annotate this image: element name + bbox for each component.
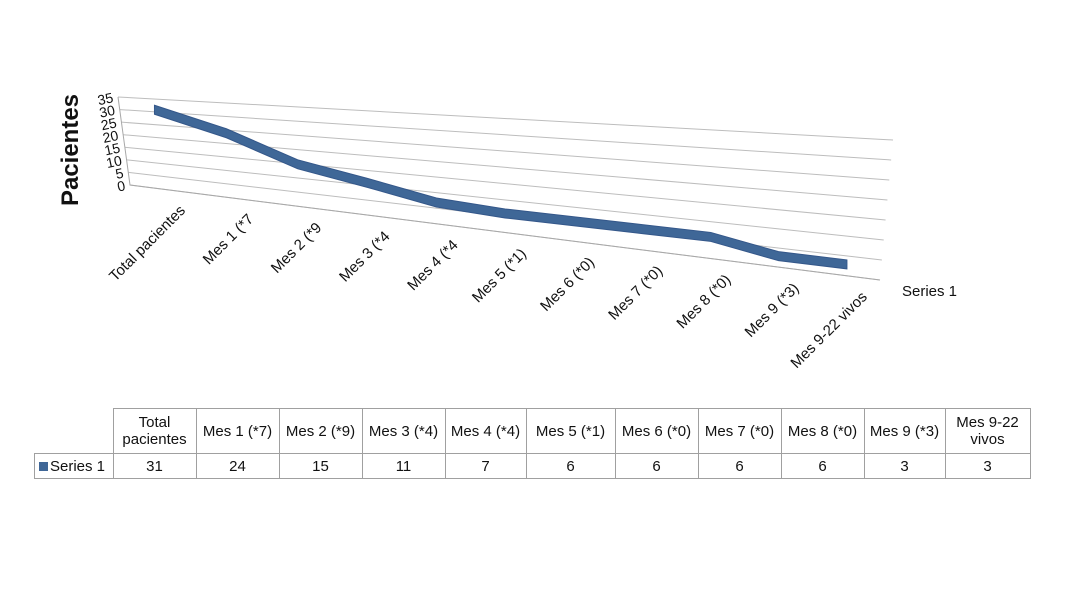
gridline — [124, 146, 886, 221]
table-header-cell: Mes 9-22 vivos — [944, 408, 1031, 454]
gridline — [126, 159, 884, 241]
gridline — [123, 134, 888, 201]
table-header-cell: Mes 7 (*0) — [697, 408, 782, 454]
data-point — [846, 263, 848, 265]
table-header-cell: Mes 6 (*0) — [614, 408, 699, 454]
series-name: Series 1 — [50, 457, 106, 475]
data-point — [504, 212, 506, 214]
data-point — [297, 163, 299, 165]
table-value-cell: 6 — [697, 453, 782, 479]
table-header-cell: Mes 8 (*0) — [780, 408, 865, 454]
x-tick-label: Mes 1 (*7 — [200, 211, 257, 268]
header-text: Mes 8 (*0) — [787, 422, 858, 440]
table-value-cell: 24 — [195, 453, 280, 479]
table-value-cell: 6 — [614, 453, 699, 479]
data-point — [778, 255, 780, 257]
x-tick-label: Mes 3 (*4 — [336, 228, 393, 285]
gridline — [121, 121, 890, 181]
header-text: pacientes — [122, 431, 187, 448]
data-point — [225, 132, 227, 134]
x-tick-labels: Total pacientes Mes 1 (*7 Mes 2 (*9 Mes 3 (… — [106, 202, 871, 372]
series-line — [153, 104, 848, 270]
header-text: Mes 5 (*1) — [535, 422, 606, 440]
table-value-cell: 6 — [780, 453, 865, 479]
header-text: Mes 9-22 — [956, 414, 1019, 431]
table-value-cell: 3 — [944, 453, 1031, 479]
table-header-cell: Total pacientes — [112, 408, 197, 454]
header-text: Mes 2 (*9) — [285, 422, 356, 440]
series-layer — [153, 104, 848, 270]
x-tick-label: Total pacientes — [106, 202, 189, 285]
table-value-cell: 11 — [361, 453, 446, 479]
x-tick-label: Mes 4 (*4 — [404, 237, 461, 294]
data-point — [573, 220, 575, 222]
y-tick-label: 5 — [114, 165, 125, 182]
table-header-cell: Mes 2 (*9) — [278, 408, 363, 454]
y-tick-label: 15 — [103, 140, 122, 159]
y-tick-label: 0 — [116, 177, 127, 194]
header-text: vivos — [970, 431, 1005, 448]
x-tick-label: Mes 9 (*3) — [742, 280, 803, 341]
header-text: Total — [138, 414, 171, 431]
table-value-cell: 6 — [525, 453, 616, 479]
table-row: Series 1 31 24 15 11 7 6 6 6 6 3 3 — [34, 453, 1031, 479]
table-header-cell: Mes 5 (*1) — [525, 408, 616, 454]
x-tick-label: Mes 6 (*0) — [537, 254, 598, 315]
series-label-cell: Series 1 — [34, 453, 114, 479]
y-tick-label: 30 — [98, 102, 117, 121]
x-tick-label: Mes 8 (*0) — [673, 271, 734, 332]
y-tick-label: 35 — [96, 89, 115, 108]
data-point — [366, 181, 368, 183]
x-tick-label: Mes 7 (*0) — [605, 263, 666, 324]
header-text: Mes 7 (*0) — [704, 422, 775, 440]
gridline — [117, 96, 894, 141]
x-tick-label: Mes 2 (*9 — [268, 219, 325, 276]
legend-swatch — [39, 461, 48, 471]
table-header-cell: Mes 9 (*3) — [863, 408, 946, 454]
table-header-row: Total pacientes Mes 1 (*7) Mes 2 (*9) Mes 3 … — [34, 408, 1031, 454]
data-table: Total pacientes Mes 1 (*7) Mes 2 (*9) Mes 3 … — [34, 408, 1031, 479]
table-header-cell: Mes 3 (*4) — [361, 408, 446, 454]
table-header-cell: Mes 4 (*4) — [444, 408, 527, 454]
data-point — [641, 228, 643, 230]
table-header-cell: Mes 1 (*7) — [195, 408, 280, 454]
table-value-cell: 7 — [444, 453, 527, 479]
header-text: Mes 3 (*4) — [368, 422, 439, 440]
x-tick-label: Mes 9-22 vivos — [787, 288, 870, 371]
header-text: Mes 1 (*7) — [202, 422, 273, 440]
depth-axis-label: Series 1 — [902, 283, 957, 300]
axis-frame — [117, 96, 881, 281]
header-text: Mes 9 (*3) — [869, 422, 940, 440]
table-value-cell: 15 — [278, 453, 363, 479]
gridline — [119, 109, 892, 161]
x-tick-label: Mes 5 (*1) — [469, 245, 530, 306]
header-text: Mes 4 (*4) — [450, 422, 521, 440]
data-point — [435, 201, 437, 203]
y-tick-label: 20 — [101, 127, 120, 146]
data-point — [153, 108, 155, 110]
table-corner — [34, 408, 114, 454]
header-text: Mes 6 (*0) — [621, 422, 692, 440]
gridlines — [117, 96, 894, 281]
data-point — [710, 235, 712, 237]
y-tick-label: 25 — [99, 114, 118, 133]
table-value-cell: 31 — [112, 453, 197, 479]
y-axis-title: Pacientes — [57, 94, 84, 206]
table-value-cell: 3 — [863, 453, 946, 479]
y-tick-label: 10 — [105, 152, 124, 171]
